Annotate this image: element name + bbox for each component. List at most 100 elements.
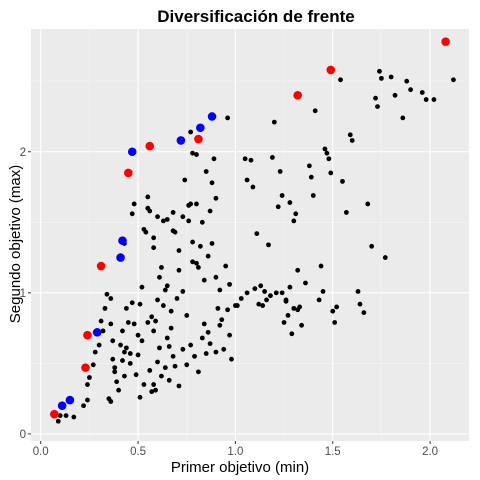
dominated-point — [291, 218, 297, 224]
dominated-point — [347, 132, 353, 138]
dominated-point — [55, 418, 61, 424]
dominated-point — [332, 320, 338, 325]
dominated-point — [194, 152, 199, 157]
dominated-point — [373, 95, 378, 101]
dominated-point — [205, 329, 211, 335]
dominated-point — [155, 214, 160, 220]
dominated-point — [139, 284, 145, 290]
dominated-point — [201, 277, 207, 283]
red-front-point — [145, 141, 155, 151]
dominated-point — [419, 90, 425, 95]
dominated-point — [122, 349, 127, 355]
dominated-point — [196, 369, 201, 375]
dominated-point — [244, 177, 250, 183]
dominated-point — [190, 150, 195, 156]
red-front-point — [124, 168, 133, 178]
dominated-point — [114, 379, 120, 385]
dominated-point — [192, 353, 197, 359]
dominated-point — [90, 362, 96, 368]
dominated-point — [262, 289, 267, 294]
dominated-point — [176, 267, 182, 273]
dominated-point — [116, 387, 121, 393]
dominated-point — [190, 259, 195, 265]
red-front-point — [441, 37, 450, 46]
dominated-point — [250, 184, 256, 190]
dominated-point — [256, 301, 262, 307]
dominated-point — [155, 359, 160, 365]
dominated-point — [244, 290, 250, 296]
dominated-point — [131, 201, 137, 207]
dominated-point — [180, 214, 186, 220]
dominated-point — [170, 210, 176, 215]
dominated-point — [365, 201, 371, 207]
dominated-point — [221, 346, 227, 352]
dominated-point — [207, 208, 213, 214]
grid-lines — [31, 29, 469, 441]
dominated-point — [227, 281, 232, 287]
dominated-point — [188, 342, 194, 348]
dominated-point — [145, 194, 151, 200]
dominated-point — [203, 351, 209, 356]
dominated-point — [215, 305, 221, 311]
dominated-point — [295, 267, 301, 273]
dominated-point — [170, 353, 176, 359]
blue-front-point — [65, 395, 75, 405]
dominated-point — [172, 229, 178, 235]
dominated-point — [254, 231, 260, 236]
dominated-point — [326, 156, 332, 162]
red-front-point — [50, 409, 59, 419]
dominated-point — [151, 235, 157, 241]
dominated-point — [102, 305, 108, 311]
dominated-point — [203, 169, 209, 174]
dominated-point — [122, 373, 127, 379]
dominated-point — [289, 331, 295, 337]
dominated-point — [151, 245, 157, 251]
dominated-point — [133, 372, 139, 378]
dominated-point — [164, 335, 170, 341]
dominated-point — [217, 287, 223, 293]
dominated-point — [349, 138, 355, 143]
dominated-point — [159, 373, 164, 379]
dominated-point — [242, 156, 248, 162]
dominated-point — [164, 217, 170, 222]
dominated-point — [176, 248, 182, 253]
dominated-point — [205, 253, 211, 259]
dominated-point — [110, 356, 116, 362]
dominated-point — [127, 351, 133, 356]
dominated-point — [166, 344, 172, 349]
dominated-point — [423, 97, 429, 102]
dominated-point — [431, 97, 437, 102]
dominated-point — [85, 382, 90, 387]
dominated-point — [160, 218, 166, 224]
dominated-point — [125, 320, 131, 325]
dominated-point — [151, 382, 157, 387]
dominated-point — [408, 87, 413, 93]
dominated-point — [168, 308, 174, 314]
red-front-point — [81, 363, 90, 372]
dominated-point — [160, 303, 166, 308]
dominated-point — [135, 352, 141, 358]
dominated-point — [112, 369, 118, 375]
dominated-point — [392, 92, 398, 98]
dominated-point — [279, 193, 285, 198]
dominated-point — [287, 284, 293, 290]
dominated-point — [190, 239, 195, 245]
dominated-point — [184, 362, 190, 368]
red-front-point — [293, 91, 302, 100]
dominated-point — [174, 296, 180, 301]
dominated-point — [194, 260, 199, 266]
dominated-point — [330, 308, 336, 314]
dominated-point — [108, 296, 114, 301]
dominated-point — [264, 297, 269, 303]
dominated-point — [123, 305, 129, 311]
dominated-point — [400, 115, 406, 121]
axis-ticks: 0.0 0.5 1.0 1.5 2.0 0 1 2 — [20, 147, 438, 458]
y-tick-label: 2 — [20, 147, 26, 159]
dominated-point — [153, 387, 158, 393]
dominated-point — [63, 413, 69, 419]
dominated-point — [379, 75, 384, 81]
dominated-point — [340, 178, 345, 184]
dominated-point — [127, 360, 133, 366]
dominated-point — [293, 211, 299, 217]
dominated-point — [328, 170, 334, 176]
